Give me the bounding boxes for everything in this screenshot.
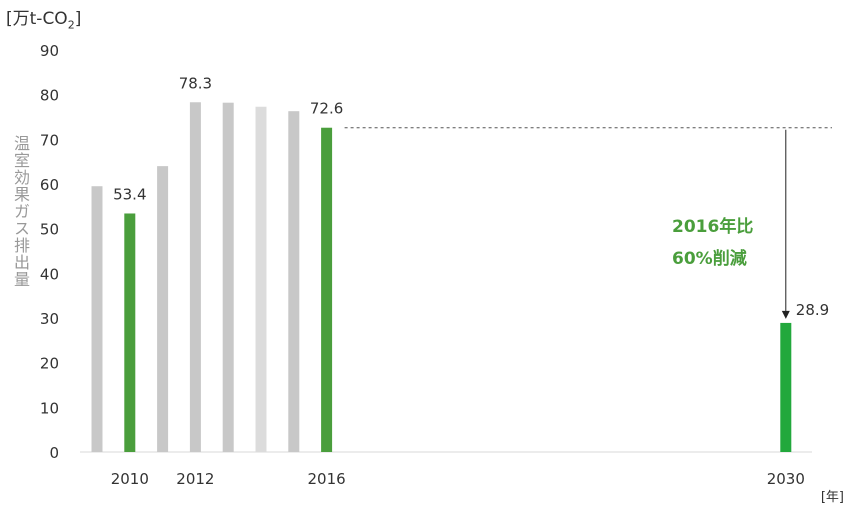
y-tick-label: 90 bbox=[40, 42, 59, 60]
data-label: 53.4 bbox=[113, 185, 146, 203]
x-tick-label: 2030 bbox=[767, 470, 805, 488]
data-label: 72.6 bbox=[310, 100, 343, 118]
y-tick-label: 0 bbox=[49, 444, 59, 462]
reduction-annotation-line1: 2016年比 bbox=[672, 217, 754, 237]
bar bbox=[91, 186, 103, 452]
bar bbox=[124, 213, 136, 452]
bar bbox=[157, 166, 169, 452]
x-tick-label: 2016 bbox=[308, 470, 346, 488]
y-tick-label: 50 bbox=[40, 221, 59, 239]
x-tick-label: 2012 bbox=[176, 470, 214, 488]
x-axis-unit: [年] bbox=[820, 490, 844, 505]
bar bbox=[189, 102, 201, 452]
y-tick-label: 80 bbox=[40, 87, 59, 105]
y-axis-unit: [万t-CO2] bbox=[6, 9, 82, 32]
y-tick-label: 10 bbox=[40, 399, 59, 417]
y-tick-label: 40 bbox=[40, 265, 59, 283]
y-tick-label: 60 bbox=[40, 176, 59, 194]
bar bbox=[321, 127, 333, 452]
y-tick-label: 30 bbox=[40, 310, 59, 328]
data-label: 78.3 bbox=[179, 74, 212, 92]
y-tick-label: 70 bbox=[40, 131, 59, 149]
reduction-arrowhead bbox=[781, 310, 790, 319]
bar bbox=[255, 106, 267, 452]
bar bbox=[288, 111, 300, 453]
y-axis-title: 温室効果ガス排出量 bbox=[11, 135, 30, 288]
data-label: 28.9 bbox=[796, 301, 829, 319]
reduction-annotation-line2: 60%削減 bbox=[672, 249, 747, 269]
x-tick-label: 2010 bbox=[111, 470, 149, 488]
y-tick-label: 20 bbox=[40, 355, 59, 373]
bar bbox=[780, 322, 792, 452]
bar bbox=[222, 102, 234, 452]
